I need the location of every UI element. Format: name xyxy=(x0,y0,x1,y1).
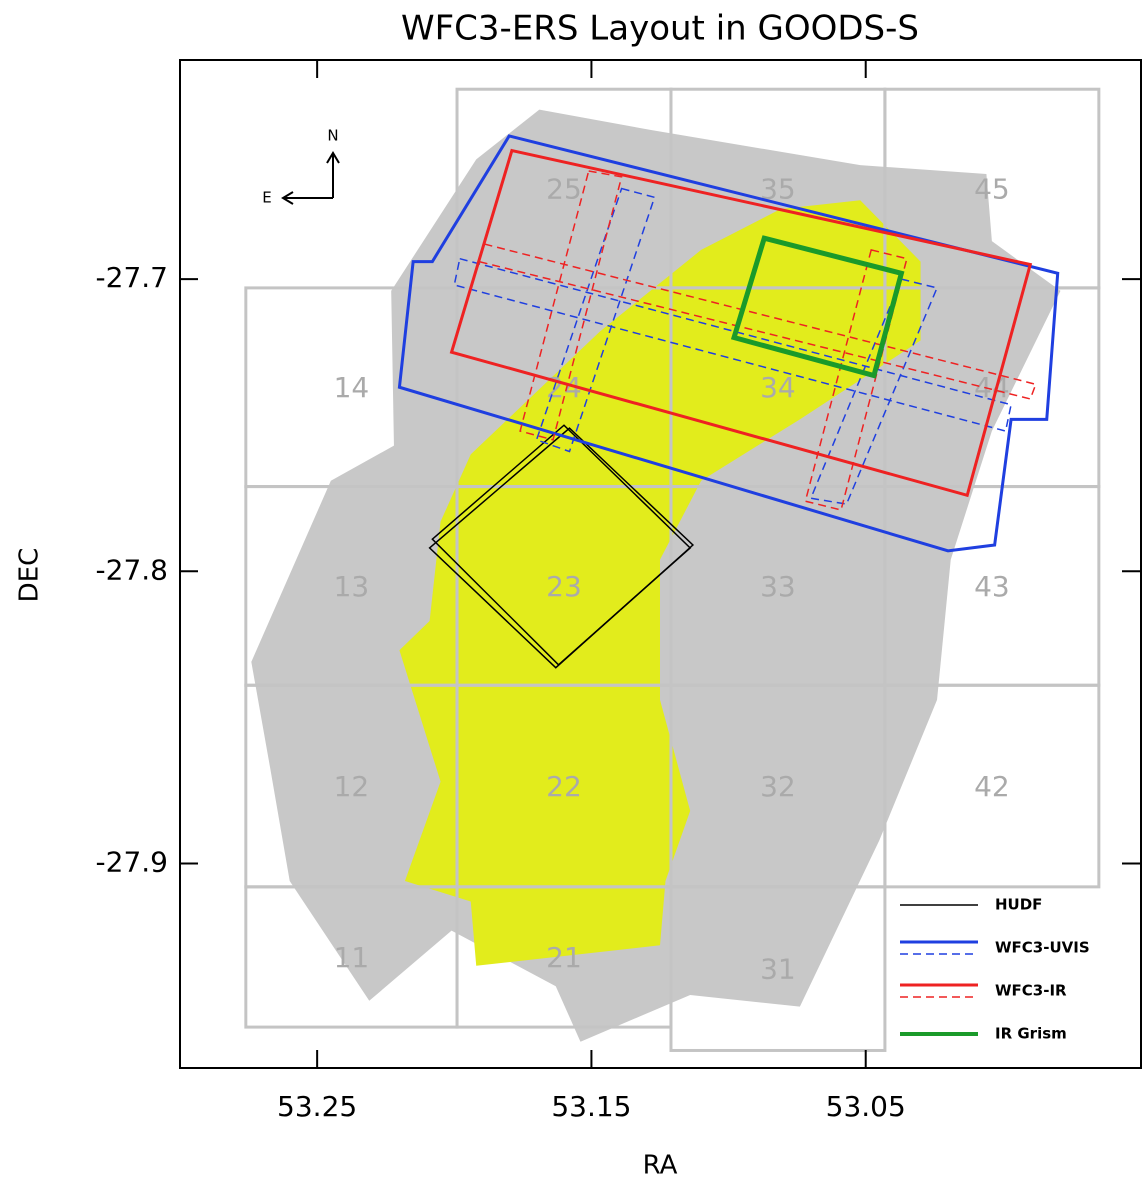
compass-north: N xyxy=(327,127,338,145)
tile-label: 33 xyxy=(760,570,796,603)
tile-label: 23 xyxy=(546,570,582,603)
tile-label: 22 xyxy=(546,770,582,803)
chart: WFC3-ERS Layout in GOODS-S RA DEC 11 12 13… xyxy=(0,0,1142,1195)
tile-label: 31 xyxy=(760,953,796,986)
legend: HUDF WFC3-UVIS WFC3-IR IR Grism xyxy=(900,896,1090,1043)
tile-label: 13 xyxy=(334,570,370,603)
regions xyxy=(251,110,1060,1042)
legend-label: IR Grism xyxy=(995,1025,1067,1043)
compass xyxy=(283,153,339,204)
tile-label: 12 xyxy=(334,770,370,803)
y-tick-label: -27.7 xyxy=(96,261,168,294)
y-axis-label: DEC xyxy=(15,548,45,603)
tile-label: 42 xyxy=(974,770,1010,803)
legend-label: HUDF xyxy=(995,896,1042,914)
tile-label: 34 xyxy=(760,371,796,404)
tile-label: 14 xyxy=(334,371,370,404)
tile-label: 25 xyxy=(546,173,582,206)
tile-label: 32 xyxy=(760,770,796,803)
compass-east: E xyxy=(262,189,271,207)
y-tick-label: -27.9 xyxy=(96,845,168,878)
y-tick-label: -27.8 xyxy=(96,553,168,586)
legend-label: WFC3-IR xyxy=(995,982,1067,1000)
legend-label: WFC3-UVIS xyxy=(995,939,1090,957)
tile-label: 45 xyxy=(974,173,1010,206)
x-tick-label: 53.25 xyxy=(277,1090,357,1123)
x-tick-label: 53.15 xyxy=(551,1090,631,1123)
x-tick-label: 53.05 xyxy=(826,1090,906,1123)
x-axis-label: RA xyxy=(643,1151,678,1181)
tile-label: 43 xyxy=(974,570,1010,603)
tile-label: 11 xyxy=(334,941,370,974)
chart-title: WFC3-ERS Layout in GOODS-S xyxy=(401,9,919,49)
tile-label: 21 xyxy=(546,941,582,974)
